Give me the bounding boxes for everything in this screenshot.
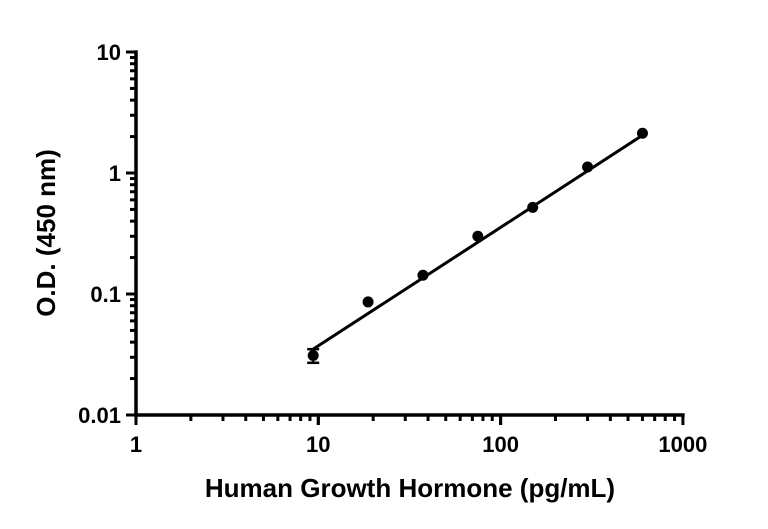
data-point <box>417 269 429 281</box>
x-tick-label: 100 <box>482 432 519 457</box>
y-tick-label: 0.01 <box>78 403 121 428</box>
y-tick-label: 0.1 <box>90 282 121 307</box>
axis-ticks <box>126 50 685 425</box>
data-point <box>307 350 319 362</box>
data-points <box>307 127 648 365</box>
y-tick-label: 10 <box>97 40 121 65</box>
y-axis-title: O.D. (450 nm) <box>31 149 61 317</box>
data-point <box>527 201 539 213</box>
x-tick-label: 1000 <box>658 432 707 457</box>
data-point <box>636 127 648 139</box>
data-point <box>582 161 594 173</box>
y-tick-label: 1 <box>109 161 121 186</box>
data-point <box>362 296 374 308</box>
axes <box>134 50 685 417</box>
x-axis-title: Human Growth Hormone (pg/mL) <box>205 473 615 503</box>
x-tick-label: 10 <box>306 432 330 457</box>
data-point <box>472 230 484 242</box>
x-tick-label: 1 <box>130 432 142 457</box>
tick-labels: 1 10 100 1000 0.01 0.1 1 10 <box>78 40 707 457</box>
